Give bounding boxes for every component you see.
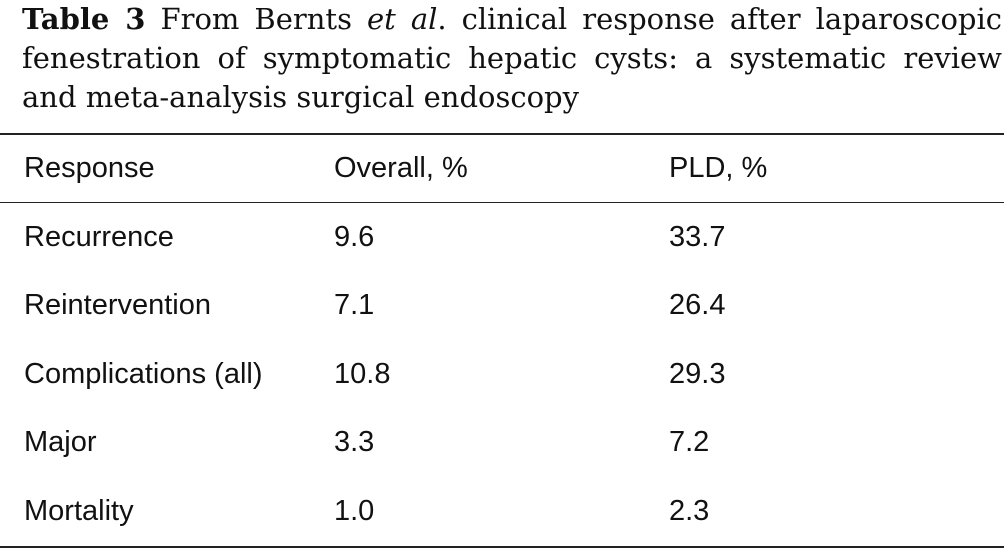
table-header-row: Response Overall, % PLD, % [0,134,1004,203]
cell-pld: 33.7 [669,220,726,253]
table-label: Table 3 [22,2,146,36]
table-caption: Table 3 From Bernts et al. clinical resp… [0,0,1004,117]
table-row: Major 3.3 7.2 [0,409,1004,478]
cell-overall: 7.1 [334,289,375,322]
cell-overall: 3.3 [334,426,375,459]
cell-response: Reintervention [24,289,211,322]
cell-response: Major [24,426,97,459]
caption-text-after: . clinical response after laparoscopic f… [22,2,1003,114]
table-row: Complications (all) 10.8 29.3 [0,340,1004,409]
cell-overall: 1.0 [334,494,375,527]
caption-italic: et al [367,2,438,36]
header-overall: Overall, % [334,152,468,184]
cell-overall: 10.8 [334,357,391,390]
caption-text-before: From Bernts [160,2,352,36]
cell-response: Recurrence [24,220,174,253]
cell-pld: 29.3 [669,357,726,390]
table-row: Recurrence 9.6 33.7 [0,203,1004,272]
cell-response: Mortality [24,494,134,527]
cell-response: Complications (all) [24,357,263,390]
table-row: Reintervention 7.1 26.4 [0,272,1004,341]
clinical-response-table: Response Overall, % PLD, % Recurrence 9.… [0,133,1004,548]
cell-pld: 26.4 [669,289,726,322]
cell-pld: 7.2 [669,426,710,459]
cell-overall: 9.6 [334,220,375,253]
table-row: Mortality 1.0 2.3 [0,477,1004,547]
cell-pld: 2.3 [669,494,710,527]
header-response: Response [24,152,155,184]
header-pld: PLD, % [669,152,768,184]
